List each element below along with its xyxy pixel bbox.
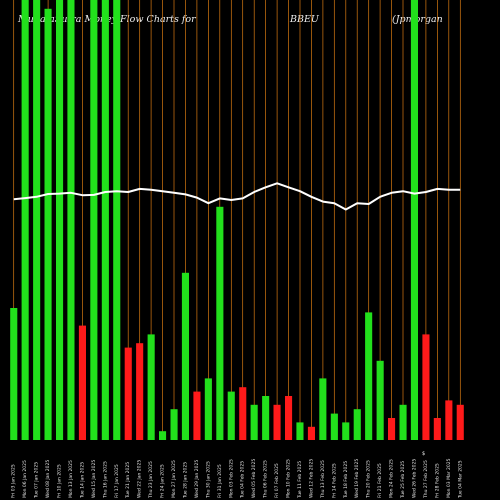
outflow-bar [239,387,247,440]
title-symbol-text: BBEU [290,14,319,25]
x-tick-label: Tue 21 Jan 2025 [125,462,131,499]
x-tick-label: Wed 22 Jan 2025 [137,460,143,498]
outflow-bar [193,391,201,440]
inflow-bar [181,272,189,440]
inflow-bar [319,378,327,440]
inflow-bar [101,0,109,440]
x-tick-label: Mon 27 Jan 2025 [171,460,177,498]
x-tick-label: Fri 14 Feb 2025 [331,463,337,498]
outflow-bar [273,404,281,440]
x-tick-label: Thu 16 Jan 2025 [102,461,108,499]
inflow-bar [10,308,18,440]
inflow-bar [227,391,235,440]
inflow-bar [365,312,373,440]
x-tick-label: Tue 04 Mar 2025 [457,460,463,499]
x-tick-label: Mon 24 Feb 2025 [389,459,395,498]
x-tick-label: Tue 28 Jan 2025 [183,462,189,499]
x-tick-label: Fri 24 Jan 2025 [160,464,166,498]
inflow-bar [33,0,41,440]
x-tick-label: Fri 31 Jan 2025 [217,464,223,498]
x-tick-label: Wed 26 Feb 2025 [412,459,418,498]
inflow-bar [113,0,121,440]
inflow-bar [56,0,64,440]
inflow-bar [250,404,258,440]
x-tick-label: Wed 29 Jan 2025 [194,460,200,498]
x-tick-label: Tue 04 Feb 2025 [240,461,246,499]
x-tick-label: Fri 17 Jan 2025 [114,464,120,498]
price-line [13,182,461,211]
x-tick-label: Mon 06 Jan 2025 [22,460,28,498]
x-tick-label: Mon 10 Feb 2025 [286,459,292,498]
outflow-bar [136,343,144,440]
inflow-bar [204,378,212,440]
inflow-bar [216,206,224,440]
inflow-bar [159,431,167,440]
x-tick-label: Mon 13 Jan 2025 [68,460,74,498]
x-tick-label: Thu 27 Feb 2025 [423,460,429,499]
inflow-bar [296,422,304,440]
x-tick-label: Tue 07 Jan 2025 [34,462,40,499]
inflow-bar [342,422,350,440]
x-tick-label: Fri 03 Jan 2025 [11,464,17,498]
x-tick-label: Wed 15 Jan 2025 [91,460,97,498]
outflow-bar [433,418,441,440]
x-tick-label: Wed 08 Jan 2025 [45,460,51,498]
outflow-bar [285,396,293,440]
inflow-bar [262,396,270,440]
inflow-bar [44,8,52,441]
inflow-bar [21,0,29,440]
inflow-bar [410,0,418,440]
x-tick-label: Fri 07 Feb 2025 [274,463,280,498]
x-tick-label: Thu 30 Jan 2025 [205,461,211,499]
x-tick-label: Thu 06 Feb 2025 [263,460,269,499]
x-tick-label: Wed 12 Feb 2025 [308,459,314,498]
x-tick-label: Fri 21 Feb 2025 [377,463,383,498]
x-tick-label: Wed 05 Feb 2025 [251,459,257,498]
outflow-bar [445,400,453,440]
outflow-bar [307,426,315,440]
x-tick-label: Fri 28 Feb 2025 [434,463,440,498]
x-tick-label: Thu 23 Jan 2025 [148,461,154,499]
inflow-bar [147,334,155,440]
x-tick-label: Tue 25 Feb 2025 [400,461,406,499]
x-tick-label: Tue 18 Feb 2025 [343,461,349,499]
x-tick-label: Tue 11 Feb 2025 [297,461,303,499]
currency-label: $ [422,451,425,457]
x-tick-label: Mon 03 Mar 2025 [446,458,452,498]
x-tick-label: Fri 10 Jan 2025 [57,464,63,498]
outflow-bar [388,418,396,440]
inflow-bar [330,413,338,440]
inflow-bar [376,360,384,440]
outflow-bar [78,325,86,440]
inflow-bar [399,404,407,440]
inflow-bar [67,0,75,440]
x-tick-label: Tue 14 Jan 2025 [79,462,85,499]
outflow-bar [456,404,464,440]
x-tick-label: Wed 19 Feb 2025 [354,459,360,498]
x-tick-label: Thu 13 Feb 2025 [320,460,326,499]
outflow-bar [422,334,430,440]
x-tick-label: Mon 03 Feb 2025 [228,459,234,498]
outflow-bar [124,347,132,440]
inflow-bar [90,0,98,440]
inflow-bar [353,409,361,440]
inflow-bar [170,409,178,440]
x-tick-label: Thu 20 Feb 2025 [366,460,372,499]
